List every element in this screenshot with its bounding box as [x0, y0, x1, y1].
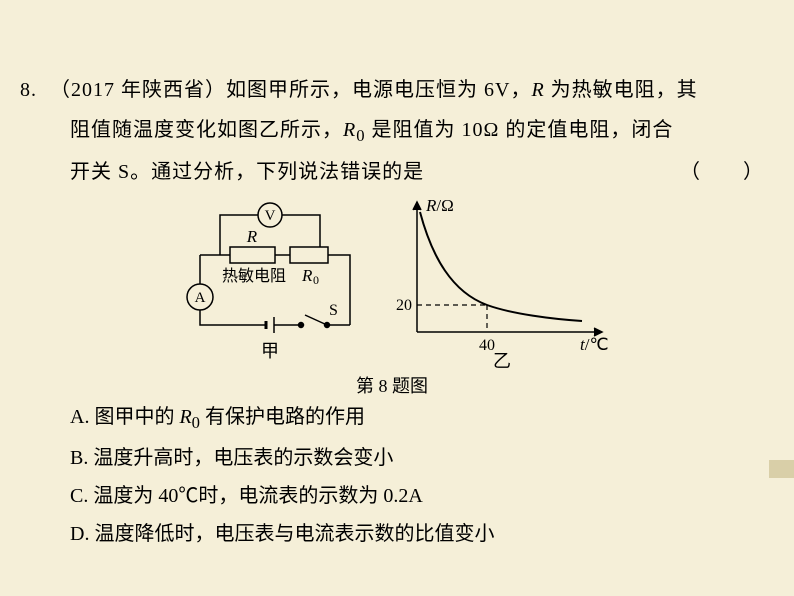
y-axis-label: R/Ω — [425, 197, 454, 215]
answer-blank: （ ） — [680, 152, 764, 192]
paren-close: ） — [743, 161, 764, 183]
choice-C: C. 温度为 40℃时，电流表的示数为 0.2A — [70, 477, 764, 515]
figures-row: V A R 热敏电阻 R 0 S 甲 R/Ω t/℃ — [20, 197, 764, 372]
q-line3: 开关 S。通过分析，下列说法错误的是 （ ） — [20, 152, 764, 192]
question-source: （2017 年陕西省） — [50, 79, 226, 101]
choices: A. 图甲中的 R0 有保护电路的作用 B. 温度升高时，电压表的示数会变小 C… — [20, 398, 764, 553]
symbol-R0: R — [343, 119, 356, 141]
x-axis-label: t/℃ — [580, 335, 609, 354]
choice-B: B. 温度升高时，电压表的示数会变小 — [70, 439, 764, 477]
circuit-diagram: V A R 热敏电阻 R 0 S 甲 — [162, 197, 372, 372]
thermistor-label: 热敏电阻 — [222, 267, 286, 285]
R0-sub-label: 0 — [313, 273, 319, 287]
q-line2-a: 阻值随温度变化如图乙所示， — [70, 119, 343, 141]
switch-label: S — [329, 302, 338, 319]
q-line2-b: 是阻值为 10Ω 的定值电阻，闭合 — [366, 119, 674, 141]
R-label: R — [246, 227, 258, 246]
q-line3-a: 开关 S。通过分析，下列说法错误的是 — [70, 161, 424, 183]
choice-A-sub: 0 — [192, 413, 200, 432]
graph-diagram: R/Ω t/℃ 20 40 乙 — [382, 197, 622, 372]
figure-caption: 第 8 题图 — [20, 372, 764, 398]
symbol-R0-sub: 0 — [356, 126, 365, 145]
R0-label: R — [301, 266, 313, 285]
choice-A-R: R — [179, 406, 191, 428]
symbol-R: R — [531, 79, 544, 101]
paren-answer — [701, 161, 743, 183]
ammeter-label: A — [195, 290, 206, 306]
choice-A-post: 有保护电路的作用 — [200, 406, 365, 428]
q-line1-b: 为热敏电阻，其 — [545, 79, 698, 101]
choice-A: A. 图甲中的 R0 有保护电路的作用 — [70, 398, 764, 439]
paren-open: （ — [680, 161, 701, 183]
question-number: 8. — [20, 70, 50, 110]
q-line2: 阻值随温度变化如图乙所示，R0 是阻值为 10Ω 的定值电阻，闭合 — [20, 110, 764, 152]
y-tick-20: 20 — [396, 297, 412, 314]
circuit-caption: 甲 — [261, 341, 279, 361]
q-line1-a: 如图甲所示，电源电压恒为 6V， — [226, 79, 531, 101]
decorative-bar — [769, 460, 794, 478]
page-container: 8.（2017 年陕西省）如图甲所示，电源电压恒为 6V，R 为热敏电阻，其 阻… — [0, 0, 794, 573]
choice-D: D. 温度降低时，电压表与电流表示数的比值变小 — [70, 515, 764, 553]
graph-caption: 乙 — [493, 351, 511, 371]
voltmeter-label: V — [265, 208, 276, 224]
choice-A-pre: A. 图甲中的 — [70, 406, 179, 428]
question-stem: 8.（2017 年陕西省）如图甲所示，电源电压恒为 6V，R 为热敏电阻，其 阻… — [20, 70, 764, 192]
